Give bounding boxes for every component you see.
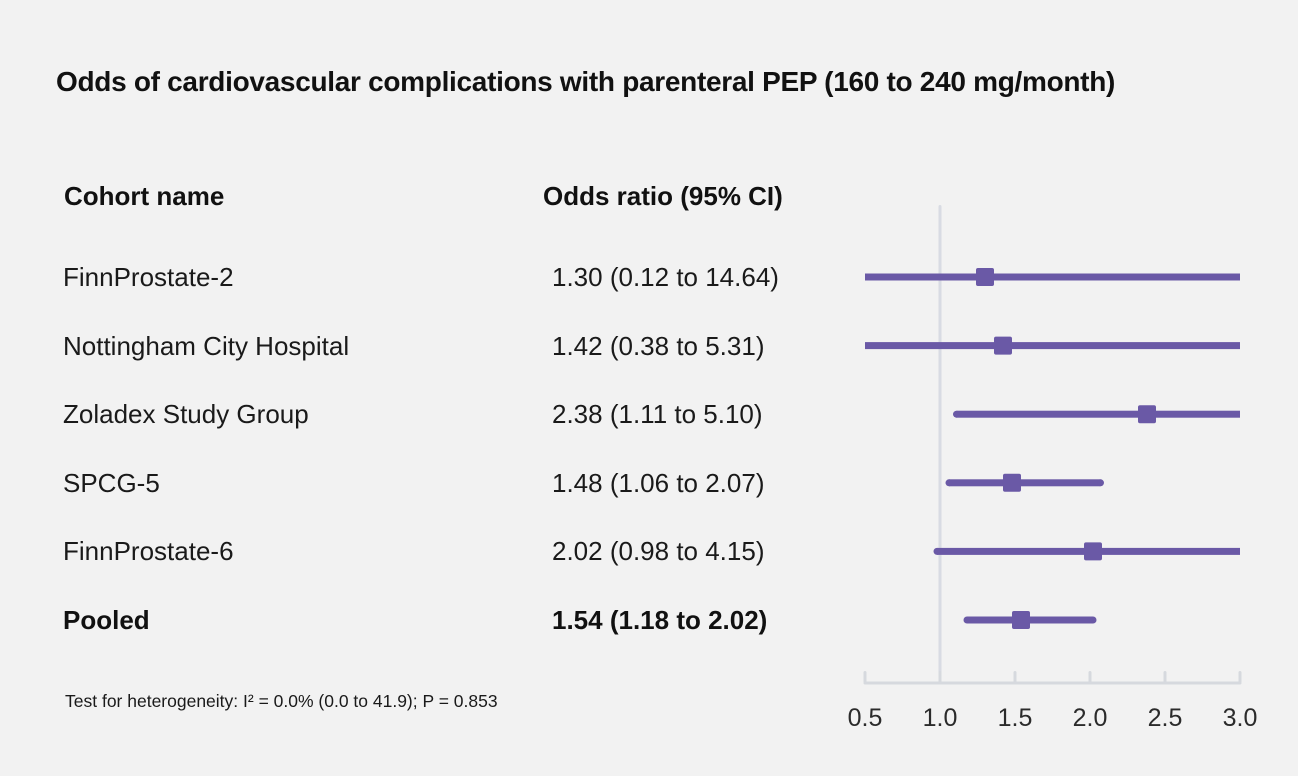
odds-ratio-value: 1.48 (1.06 to 2.07) [552,467,765,498]
ci-line-cap [953,410,960,418]
odds-ratio-value: 2.02 (0.98 to 4.15) [552,536,765,567]
estimate-marker [976,268,994,286]
cohort-name: Zoladex Study Group [63,399,309,430]
x-axis-tick-label: 1.5 [998,704,1033,732]
x-axis-tick-label: 3.0 [1223,704,1258,732]
x-axis-tick-label: 2.5 [1148,704,1183,732]
odds-ratio-value: 2.38 (1.11 to 5.10) [552,399,763,430]
ci-line-cap [1089,616,1097,624]
x-axis-tick [938,671,942,683]
x-axis-tick [1013,671,1017,683]
cohort-name: SPCG-5 [63,467,160,498]
cohort-name: Nottingham City Hospital [63,330,350,361]
odds-ratio-value: 1.30 (0.12 to 14.64) [552,262,779,292]
x-axis-tick [1088,671,1092,683]
cohort-name: Pooled [63,605,150,635]
reference-line [938,205,942,683]
x-axis-tick-label: 2.0 [1073,704,1108,732]
column-header-odds-ratio: Odds ratio (95% CI) [543,181,783,211]
estimate-marker [1012,611,1030,629]
confidence-interval-line [865,342,1240,350]
x-axis-line [863,681,1242,685]
x-axis-tick [863,671,867,683]
x-axis-tick-label: 1.0 [923,704,958,732]
ci-line-cap [1097,479,1104,487]
confidence-interval-line [956,410,1240,418]
heterogeneity-note: Test for heterogeneity: I² = 0.0% (0.0 t… [65,691,498,711]
cohort-name: FinnProstate-6 [63,536,234,567]
x-axis-tick [1163,671,1167,683]
estimate-marker [1003,473,1021,492]
odds-ratio-value: 1.54 (1.18 to 2.02) [552,605,768,635]
x-axis-tick [1238,671,1242,683]
confidence-interval-line [949,479,1101,487]
cohort-name: FinnProstate-2 [63,262,234,292]
ci-line-cap [945,479,953,487]
x-axis-tick-label: 0.5 [848,704,883,732]
ci-line-cap [963,616,971,624]
odds-ratio-value: 1.42 (0.38 to 5.31) [552,330,765,361]
estimate-marker [1084,542,1102,561]
figure-title: Odds of cardiovascular complications wit… [56,66,1116,97]
ci-line-cap [933,547,941,555]
estimate-marker [994,336,1012,355]
estimate-marker [1138,405,1156,424]
confidence-interval-line [865,273,1240,281]
column-header-cohort-name: Cohort name [64,181,225,211]
